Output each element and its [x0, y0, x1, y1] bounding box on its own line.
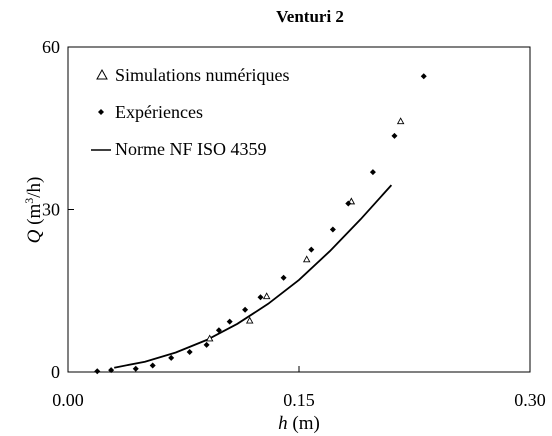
legend-item-simulations: Simulations numériques: [96, 65, 290, 85]
experience-point: [369, 169, 376, 176]
simulation-point: [302, 255, 311, 263]
y-tick-label: 30: [42, 200, 60, 220]
y-axis-unit-prefix: (m: [24, 204, 45, 230]
legend-label-norme: Norme NF ISO 4359: [115, 139, 267, 159]
triangle-marker-icon: [96, 68, 108, 80]
experience-point: [345, 200, 352, 207]
legend: Simulations numériques Expériences Norme…: [91, 65, 290, 159]
x-axis-unit: (m): [288, 413, 320, 434]
experience-point: [242, 306, 249, 313]
x-tick-label: 0.15: [283, 390, 315, 410]
y-axis-label: Q (m3/h): [22, 177, 45, 244]
simulation-point: [205, 334, 214, 342]
legend-item-experiences: Expériences: [98, 102, 203, 122]
y-axis-unit-exp: 3: [22, 198, 36, 204]
y-axis: 0 30 60: [42, 37, 74, 382]
y-tick-label: 0: [51, 362, 60, 382]
experience-point: [226, 318, 233, 325]
norme-curve-layer: [114, 184, 393, 369]
chart-title: Venturi 2: [276, 7, 344, 26]
experience-point: [257, 294, 264, 301]
experience-point: [132, 365, 139, 372]
data-points-layer: [94, 73, 427, 375]
experience-point: [308, 246, 315, 253]
experience-point: [149, 362, 156, 369]
legend-label-experiences: Expériences: [115, 102, 203, 122]
x-axis-label: h (m): [278, 413, 320, 434]
x-axis-var: h: [278, 413, 288, 434]
experience-point: [94, 368, 101, 375]
simulation-point: [245, 316, 254, 324]
legend-item-norme: Norme NF ISO 4359: [91, 139, 267, 159]
diamond-marker-icon: [98, 109, 104, 115]
experience-point: [420, 73, 427, 80]
plot-frame: [67, 46, 531, 373]
norme-curve: [114, 184, 393, 369]
y-axis-var: Q: [24, 229, 45, 243]
experience-point: [329, 226, 336, 233]
simulation-point: [396, 117, 405, 125]
legend-label-simulations: Simulations numériques: [115, 65, 290, 85]
experience-point: [168, 354, 175, 361]
experience-point: [391, 132, 398, 139]
x-tick-label: 0.00: [52, 390, 84, 410]
experience-point: [108, 367, 115, 374]
experience-point: [280, 274, 287, 281]
y-tick-label: 60: [42, 37, 60, 57]
x-tick-label: 0.30: [514, 390, 546, 410]
plot-area: [67, 46, 531, 373]
experience-point: [203, 341, 210, 348]
simulation-point: [262, 292, 271, 300]
x-axis: 0.00 0.15 0.30: [52, 366, 546, 410]
experience-point: [186, 348, 193, 355]
experience-point: [215, 327, 222, 334]
y-axis-unit-suffix: /h): [24, 177, 45, 198]
